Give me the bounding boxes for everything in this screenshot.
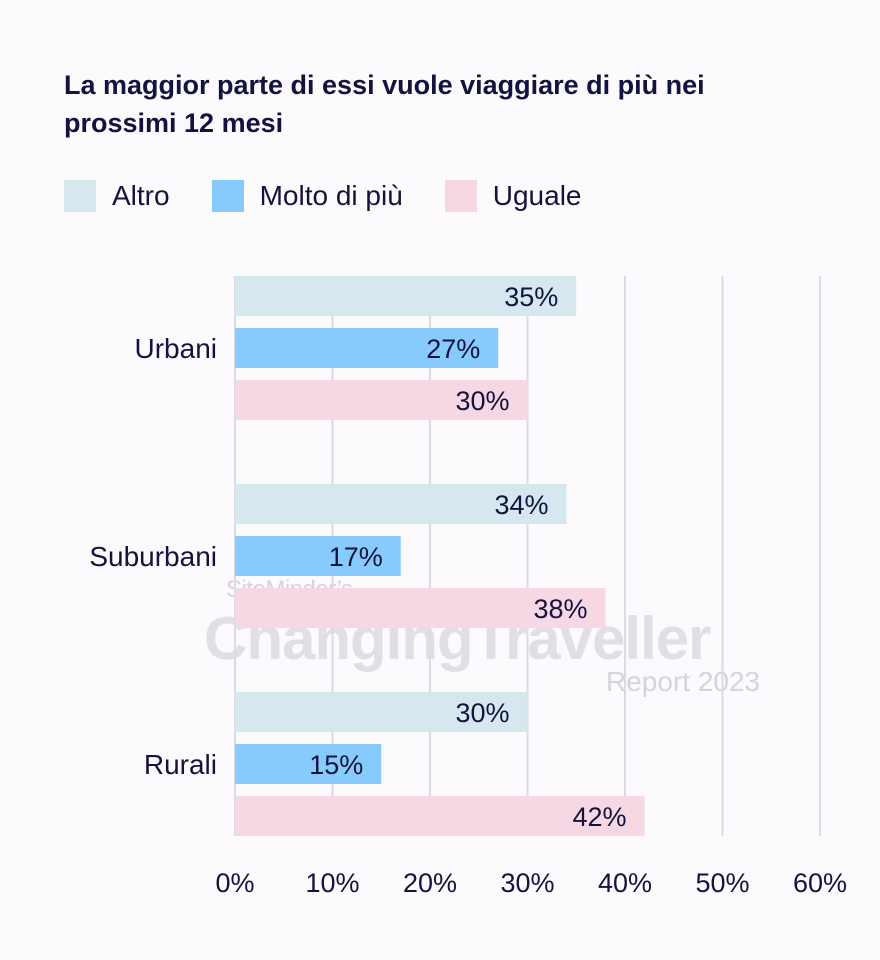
bar bbox=[235, 588, 606, 628]
category-group: 35% 27% 30% Urbani bbox=[135, 276, 577, 420]
bar bbox=[235, 536, 401, 576]
x-tick-label: 50% bbox=[695, 868, 749, 898]
category-group: 30% 15% 42% Rurali bbox=[144, 692, 645, 836]
legend-swatch-uguale bbox=[444, 180, 477, 212]
x-tick-label: 40% bbox=[598, 868, 652, 898]
bar bbox=[235, 380, 528, 420]
bar bbox=[235, 276, 577, 316]
x-tick-label: 30% bbox=[500, 868, 554, 898]
legend: Altro Molto di più Uguale bbox=[64, 178, 624, 214]
data-label: 35% bbox=[504, 282, 558, 312]
legend-label-uguale: Uguale bbox=[492, 180, 582, 211]
legend-label-altro: Altro bbox=[112, 180, 170, 211]
data-label: 34% bbox=[494, 490, 548, 520]
category-group: 34% 17% 38% Suburbani bbox=[89, 484, 606, 628]
data-label: 30% bbox=[455, 386, 509, 416]
chart-title: La maggior parte di essi vuole viaggiare… bbox=[64, 70, 705, 138]
bar bbox=[235, 692, 528, 732]
x-tick-label: 20% bbox=[403, 868, 457, 898]
bar bbox=[235, 328, 499, 368]
legend-label-molto-di-piu: Molto di più bbox=[259, 180, 403, 211]
data-label: 27% bbox=[426, 334, 480, 364]
legend-item-molto-di-piu: Molto di più bbox=[211, 180, 403, 212]
legend-swatch-molto-di-piu bbox=[211, 180, 244, 212]
data-label: 17% bbox=[329, 542, 383, 572]
legend-swatch-altro bbox=[64, 180, 96, 212]
legend-item-uguale: Uguale bbox=[444, 180, 582, 212]
data-label: 15% bbox=[309, 750, 363, 780]
category-label: Urbani bbox=[135, 333, 217, 364]
x-tick-label: 10% bbox=[305, 868, 359, 898]
bar bbox=[235, 484, 567, 524]
data-label: 42% bbox=[572, 802, 626, 832]
category-label: Suburbani bbox=[89, 541, 217, 572]
bar bbox=[235, 796, 645, 836]
legend-item-altro: Altro bbox=[64, 180, 170, 212]
data-label: 38% bbox=[533, 594, 587, 624]
bar bbox=[235, 744, 382, 784]
x-tick-label: 0% bbox=[215, 868, 254, 898]
category-label: Rurali bbox=[144, 749, 217, 780]
x-tick-label: 60% bbox=[793, 868, 847, 898]
data-label: 30% bbox=[455, 698, 509, 728]
